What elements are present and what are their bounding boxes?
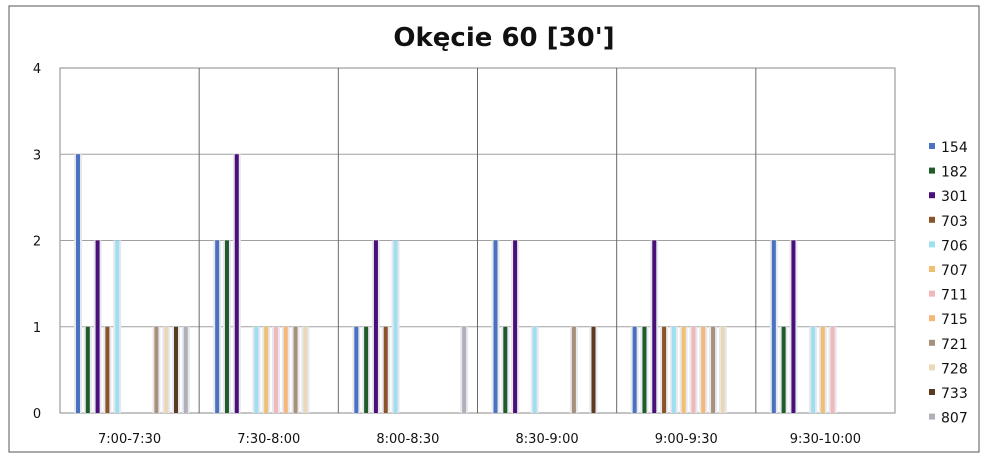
bar-707	[264, 326, 269, 413]
legend-swatch-703	[929, 216, 935, 223]
x-tick-label: 7:30-8:00	[237, 432, 300, 447]
grid-layer	[59, 67, 896, 414]
bar-728	[164, 326, 169, 413]
bar-182	[224, 240, 229, 413]
legend-label-728: 728	[941, 361, 968, 377]
bar-706	[115, 240, 120, 413]
bar-707	[820, 326, 825, 413]
legend-label-715: 715	[941, 312, 968, 328]
legend-label-703: 703	[941, 214, 968, 230]
y-tick-label: 4	[33, 62, 41, 77]
legend-swatch-715	[929, 315, 935, 322]
x-tick-label: 9:00-9:30	[655, 432, 718, 447]
legend-label-733: 733	[941, 386, 968, 402]
chart-title: Okęcie 60 [30']	[393, 23, 614, 53]
bar-733	[174, 326, 178, 413]
x-tick-label: 8:30-9:00	[516, 432, 579, 447]
x-tick-label: 8:00-8:30	[376, 432, 439, 447]
x-tick-label: 9:30-10:00	[790, 432, 861, 447]
bar-154	[215, 240, 220, 413]
bar-707	[681, 326, 686, 413]
legend-swatch-707	[929, 266, 935, 272]
legend-label-301: 301	[941, 189, 968, 205]
y-tick-label: 3	[33, 148, 41, 163]
bar-711	[273, 326, 278, 413]
bar-721	[154, 326, 159, 413]
bar-301	[373, 240, 378, 413]
bar-154	[354, 326, 359, 413]
bar-301	[791, 240, 796, 413]
bar-182	[85, 326, 90, 413]
bar-301	[652, 240, 657, 413]
bar-703	[662, 326, 667, 413]
y-tick-label: 2	[33, 235, 41, 250]
bar-728	[303, 326, 308, 413]
legend-swatch-807	[929, 413, 935, 420]
bar-182	[503, 326, 508, 413]
bar-301	[95, 240, 100, 413]
bar-715	[701, 326, 706, 413]
legend-label-706: 706	[941, 238, 968, 254]
bar-182	[642, 326, 647, 413]
bar-807	[183, 326, 188, 413]
bar-706	[811, 326, 816, 413]
bars-layer	[74, 154, 837, 413]
bar-154	[493, 240, 498, 413]
legend-label-807: 807	[941, 411, 968, 427]
legend-label-154: 154	[941, 140, 968, 156]
bar-706	[254, 326, 259, 413]
legend-label-721: 721	[941, 337, 968, 353]
bar-715	[283, 326, 288, 413]
bar-301	[513, 240, 518, 413]
bar-721	[571, 326, 576, 413]
legend-swatch-706	[929, 241, 935, 248]
legend-swatch-301	[929, 192, 935, 199]
bar-733	[591, 326, 596, 413]
bar-721	[293, 326, 298, 413]
legend-label-182: 182	[941, 165, 968, 181]
bar-807	[462, 326, 467, 413]
legend-swatch-721	[929, 339, 935, 346]
x-tick-label: 7:00-7:30	[98, 432, 161, 447]
bar-711	[830, 326, 835, 413]
legend-swatch-154	[929, 143, 935, 149]
bar-301	[234, 154, 239, 413]
bar-154	[771, 240, 776, 413]
legend-swatch-728	[929, 364, 935, 371]
bar-154	[76, 154, 80, 413]
bar-703	[105, 326, 110, 413]
legend: 154 182 301 703 706 707 711 715 721 728 733 807	[929, 140, 968, 427]
legend-label-707: 707	[941, 263, 968, 279]
bar-154	[632, 326, 637, 413]
y-tick-label: 0	[33, 407, 41, 422]
bar-711	[691, 326, 696, 413]
bar-703	[383, 326, 388, 413]
bar-182	[364, 326, 369, 413]
legend-swatch-711	[929, 290, 935, 297]
y-tick-label: 1	[33, 321, 41, 336]
bar-706	[393, 240, 398, 413]
legend-label-711: 711	[941, 288, 968, 304]
bar-728	[720, 326, 725, 413]
legend-swatch-733	[929, 389, 935, 395]
legend-swatch-182	[929, 167, 935, 174]
bar-182	[781, 326, 786, 413]
bar-721	[711, 326, 716, 413]
axis-layer: 0 1 2 3 4 7:00-7:30 7:30-8:00 8:00-8:30 8:30-9:0…	[33, 62, 861, 447]
bar-706	[532, 326, 537, 413]
bar-706	[671, 326, 676, 413]
